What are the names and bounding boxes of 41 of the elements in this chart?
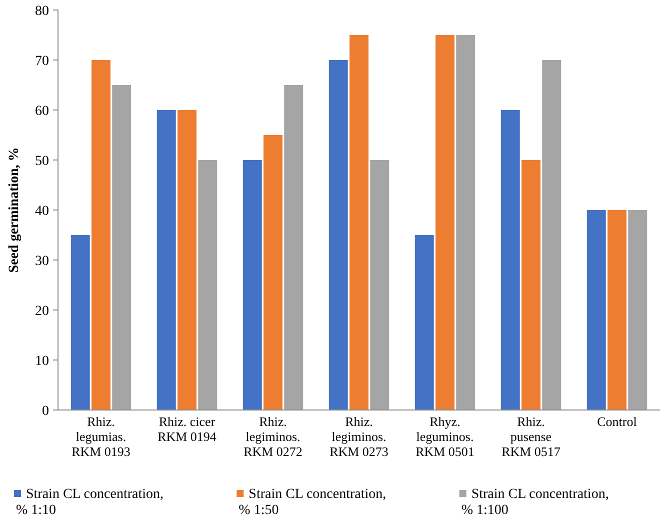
- bar: [500, 110, 520, 410]
- y-tick-label: 10: [35, 354, 49, 369]
- bar: [542, 60, 562, 410]
- y-tick-label: 60: [35, 104, 49, 119]
- y-tick-label: 30: [35, 254, 49, 269]
- bar: [264, 135, 282, 410]
- bar: [522, 160, 540, 410]
- y-tick-label: 20: [35, 304, 49, 319]
- x-tick-label: Control: [597, 414, 638, 429]
- bar: [414, 235, 434, 410]
- y-tick-label: 50: [35, 154, 49, 169]
- bar: [92, 60, 110, 410]
- bar: [178, 110, 196, 410]
- x-tick-label: Rhiz. legiminos. RKM 0273: [330, 414, 388, 459]
- legend-label: Strain CL concentration, % 1:100: [461, 487, 609, 518]
- x-tick-label: Rhiz. pusense RKM 0517: [502, 414, 561, 459]
- bar: [284, 85, 304, 410]
- bar: [156, 110, 176, 410]
- bar: [608, 210, 626, 410]
- bar: [70, 235, 90, 410]
- y-tick-label: 0: [42, 404, 49, 419]
- bar: [628, 210, 648, 410]
- bar: [350, 35, 368, 410]
- bar: [112, 85, 132, 410]
- bar: [586, 210, 606, 410]
- bar: [436, 35, 454, 410]
- bar: [328, 60, 348, 410]
- x-tick-label: Rhiz. legiminos. RKM 0272: [244, 414, 302, 459]
- x-tick-label: Rhiz. legumias. RKM 0193: [72, 414, 130, 459]
- x-tick-label: Rhyz. leguminos. RKM 0501: [416, 414, 474, 459]
- x-tick-label: Rhiz. cicer RKM 0194: [158, 414, 217, 444]
- y-tick-label: 70: [35, 54, 49, 69]
- bar: [456, 35, 476, 410]
- bar: [370, 160, 390, 410]
- y-tick-label: 40: [35, 204, 49, 219]
- legend-label: Strain CL concentration, % 1:50: [238, 487, 386, 518]
- y-axis-title: Seed germination, %: [7, 147, 22, 273]
- bar: [242, 160, 262, 410]
- bar: [198, 160, 218, 410]
- y-tick-label: 80: [35, 4, 49, 19]
- legend-label: Strain CL concentration, % 1:10: [16, 487, 164, 518]
